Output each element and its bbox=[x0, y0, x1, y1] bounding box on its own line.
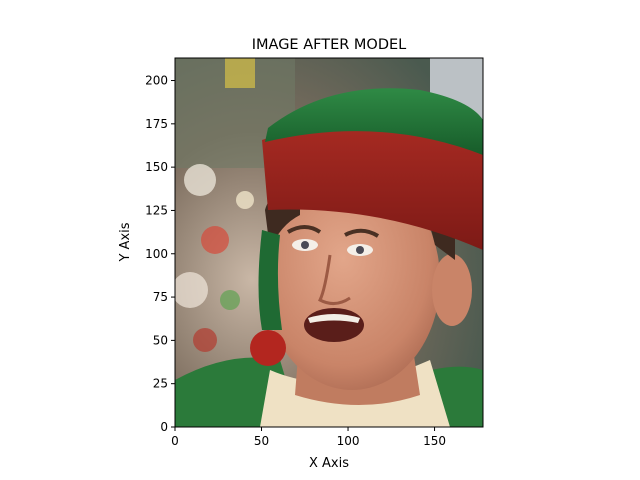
y-tick-label: 175 bbox=[145, 117, 168, 131]
plot-area bbox=[174, 57, 484, 428]
x-tick-label: 0 bbox=[171, 434, 179, 448]
x-axis-label: X Axis bbox=[309, 456, 349, 471]
y-tick-label: 50 bbox=[153, 333, 168, 347]
y-axis: 0 25 50 75 100 125 150 175 200 bbox=[145, 74, 175, 434]
chart-title: IMAGE AFTER MODEL bbox=[252, 37, 407, 53]
y-tick-label: 150 bbox=[145, 160, 168, 174]
image-content bbox=[175, 58, 483, 427]
y-axis-label: Y Axis bbox=[118, 222, 133, 262]
y-tick-label: 100 bbox=[145, 247, 168, 261]
y-tick-label: 75 bbox=[153, 290, 168, 304]
x-tick-label: 100 bbox=[337, 434, 360, 448]
y-tick-label: 25 bbox=[153, 377, 168, 391]
y-tick-label: 200 bbox=[145, 74, 168, 88]
x-axis: 0 50 100 150 bbox=[171, 427, 446, 448]
x-tick-label: 50 bbox=[254, 434, 269, 448]
y-tick-label: 125 bbox=[145, 203, 168, 217]
y-tick-label: 0 bbox=[160, 420, 168, 434]
x-tick-label: 150 bbox=[423, 434, 446, 448]
